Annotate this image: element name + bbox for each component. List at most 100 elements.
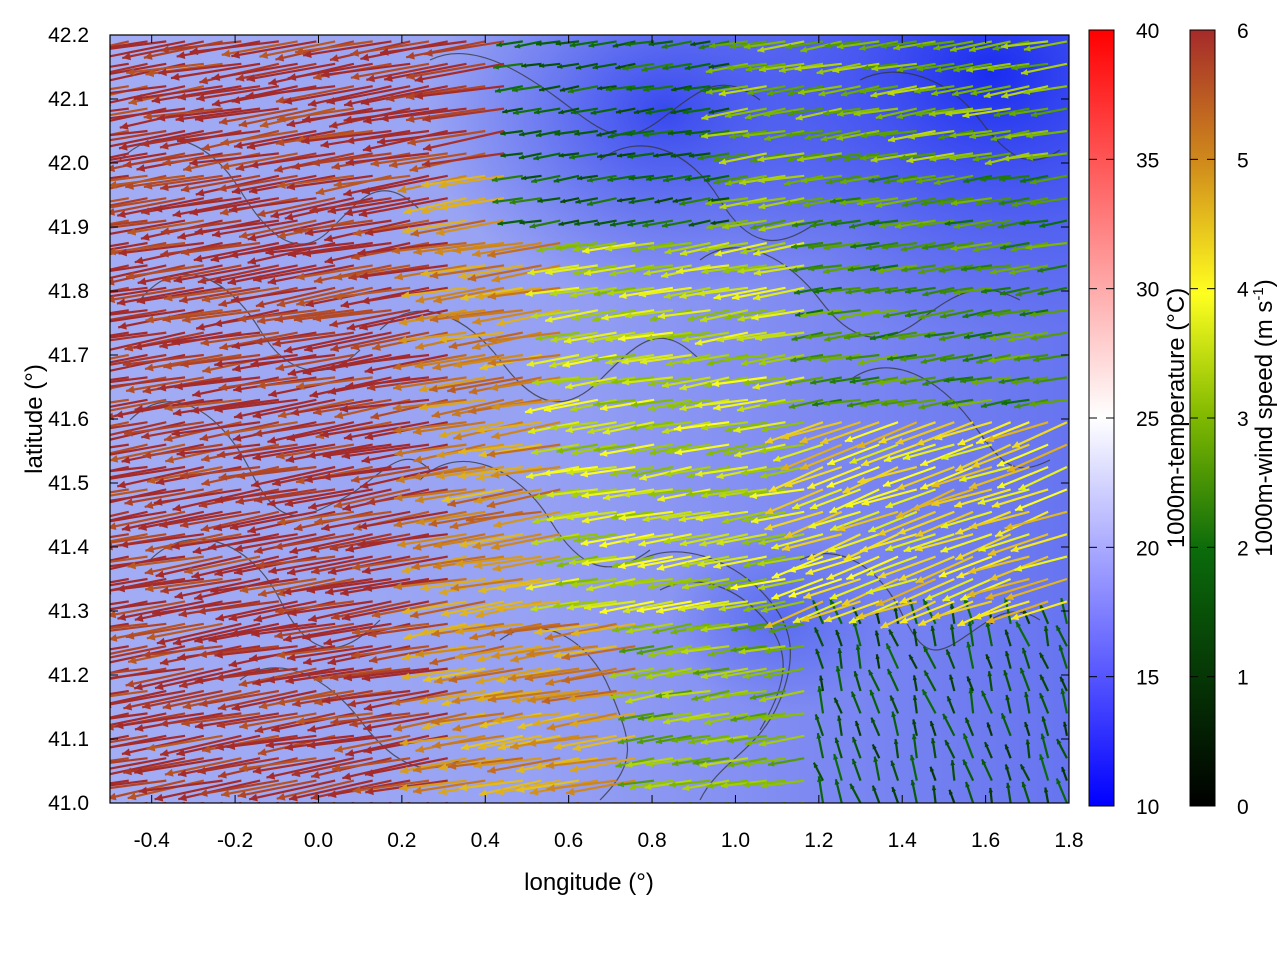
- wind-arrow: [110, 376, 129, 382]
- wind-arrow: [276, 689, 355, 707]
- wind-arrow: [641, 62, 674, 72]
- wind-arrow: [525, 286, 580, 297]
- wind-arrow: [200, 510, 280, 532]
- wind-arrow: [110, 310, 111, 312]
- wind-arrow: [996, 443, 1049, 468]
- wind-arrow: [819, 421, 880, 445]
- wind-arrow: [388, 152, 467, 169]
- wind-arrow: [740, 465, 786, 476]
- wind-arrow: [985, 600, 1049, 624]
- wind-arrow: [647, 241, 692, 251]
- wind-arrow: [324, 219, 411, 243]
- wind-arrow: [605, 331, 655, 343]
- wind-arrow: [875, 654, 881, 669]
- wind-arrow: [796, 152, 842, 163]
- wind-colorbar-title-sup: -1: [1250, 287, 1267, 300]
- wind-arrow: [473, 555, 542, 570]
- y-tick-label: 41.0: [48, 792, 89, 815]
- wind-arrow: [825, 555, 880, 581]
- wind-arrow: [110, 667, 186, 680]
- wind-arrow: [1030, 331, 1068, 341]
- wind-arrow: [790, 353, 824, 363]
- wind-arrow: [836, 129, 880, 141]
- wind-arrow: [110, 734, 148, 744]
- wind-arrow: [636, 645, 674, 656]
- wind-arrow: [537, 197, 561, 204]
- wind-arrow: [230, 286, 317, 304]
- wind-arrow: [330, 600, 411, 621]
- wind-arrow: [788, 555, 843, 573]
- wind-arrow: [953, 62, 993, 73]
- wind-arrow: [713, 174, 749, 185]
- wind-arrow: [190, 398, 280, 415]
- wind-arrow: [110, 443, 129, 449]
- wind-arrow: [350, 40, 430, 57]
- wind-arrow: [476, 421, 542, 434]
- wind-arrow: [177, 757, 261, 778]
- wind-arrow: [1000, 712, 1012, 737]
- y-tick-label: 41.7: [48, 344, 89, 367]
- wind-arrow: [110, 63, 111, 65]
- wind-arrow: [988, 787, 993, 803]
- wind-arrow: [570, 577, 617, 588]
- wind-arrow: [904, 309, 936, 318]
- wind-arrow: [652, 622, 692, 635]
- wind-arrow: [308, 488, 392, 510]
- wind-arrow: [618, 510, 674, 522]
- wind-arrow: [722, 689, 767, 699]
- wind-arrow: [629, 779, 674, 791]
- wind-arrow: [741, 488, 786, 497]
- wind-arrow: [110, 645, 129, 651]
- wind-arrow: [231, 689, 317, 712]
- wind-arrow: [564, 376, 617, 390]
- wind-arrow: [160, 40, 242, 54]
- wind-arrow: [987, 62, 1030, 72]
- wind-arrow: [697, 152, 730, 161]
- wind-arrow: [157, 801, 167, 803]
- wind-arrow: [958, 465, 1011, 483]
- wind-arrow: [275, 443, 355, 460]
- wind-arrow: [645, 757, 692, 768]
- wind-arrow: [320, 62, 411, 79]
- wind-arrow: [211, 62, 298, 82]
- wind-arrow: [110, 40, 186, 58]
- wind-arrow: [899, 152, 936, 161]
- wind-arrow: [151, 85, 242, 104]
- wind-arrow: [730, 645, 767, 653]
- wind-arrow: [580, 465, 636, 478]
- wind-arrow: [304, 331, 392, 353]
- y-tick-label: 41.1: [48, 728, 89, 751]
- wind-arrow: [879, 129, 917, 138]
- wind-arrow: [137, 264, 223, 286]
- wind-arrow: [496, 577, 561, 592]
- colorbar-tick-label: 1: [1237, 667, 1249, 690]
- wind-arrow: [758, 219, 805, 232]
- wind-arrow: [191, 555, 280, 580]
- wind-arrow: [685, 801, 692, 803]
- wind-arrow: [873, 756, 881, 781]
- wind-arrow: [839, 197, 880, 206]
- wind-arrow: [133, 85, 223, 102]
- wind-arrow: [553, 734, 617, 751]
- wind-arrow: [544, 622, 617, 641]
- wind-arrow: [512, 107, 542, 116]
- wind-arrow: [615, 757, 655, 769]
- wind-arrow: [744, 107, 786, 120]
- wind-arrow: [677, 600, 730, 612]
- wind-arrow: [665, 443, 711, 455]
- wind-arrow: [692, 667, 730, 676]
- wind-arrow: [810, 376, 842, 385]
- wind-arrow: [198, 645, 279, 659]
- wind-arrow: [197, 757, 280, 775]
- wind-arrow: [572, 241, 617, 253]
- wind-arrow: [361, 174, 448, 195]
- wind-arrow: [889, 695, 900, 714]
- wind-arrow: [127, 219, 204, 236]
- y-tick-label: 41.6: [48, 408, 89, 431]
- wind-arrow: [768, 622, 805, 634]
- wind-arrow: [326, 85, 411, 105]
- wind-arrow: [127, 779, 205, 801]
- wind-arrow: [791, 488, 843, 510]
- wind-arrow: [141, 421, 223, 440]
- wind-arrow: [760, 600, 805, 613]
